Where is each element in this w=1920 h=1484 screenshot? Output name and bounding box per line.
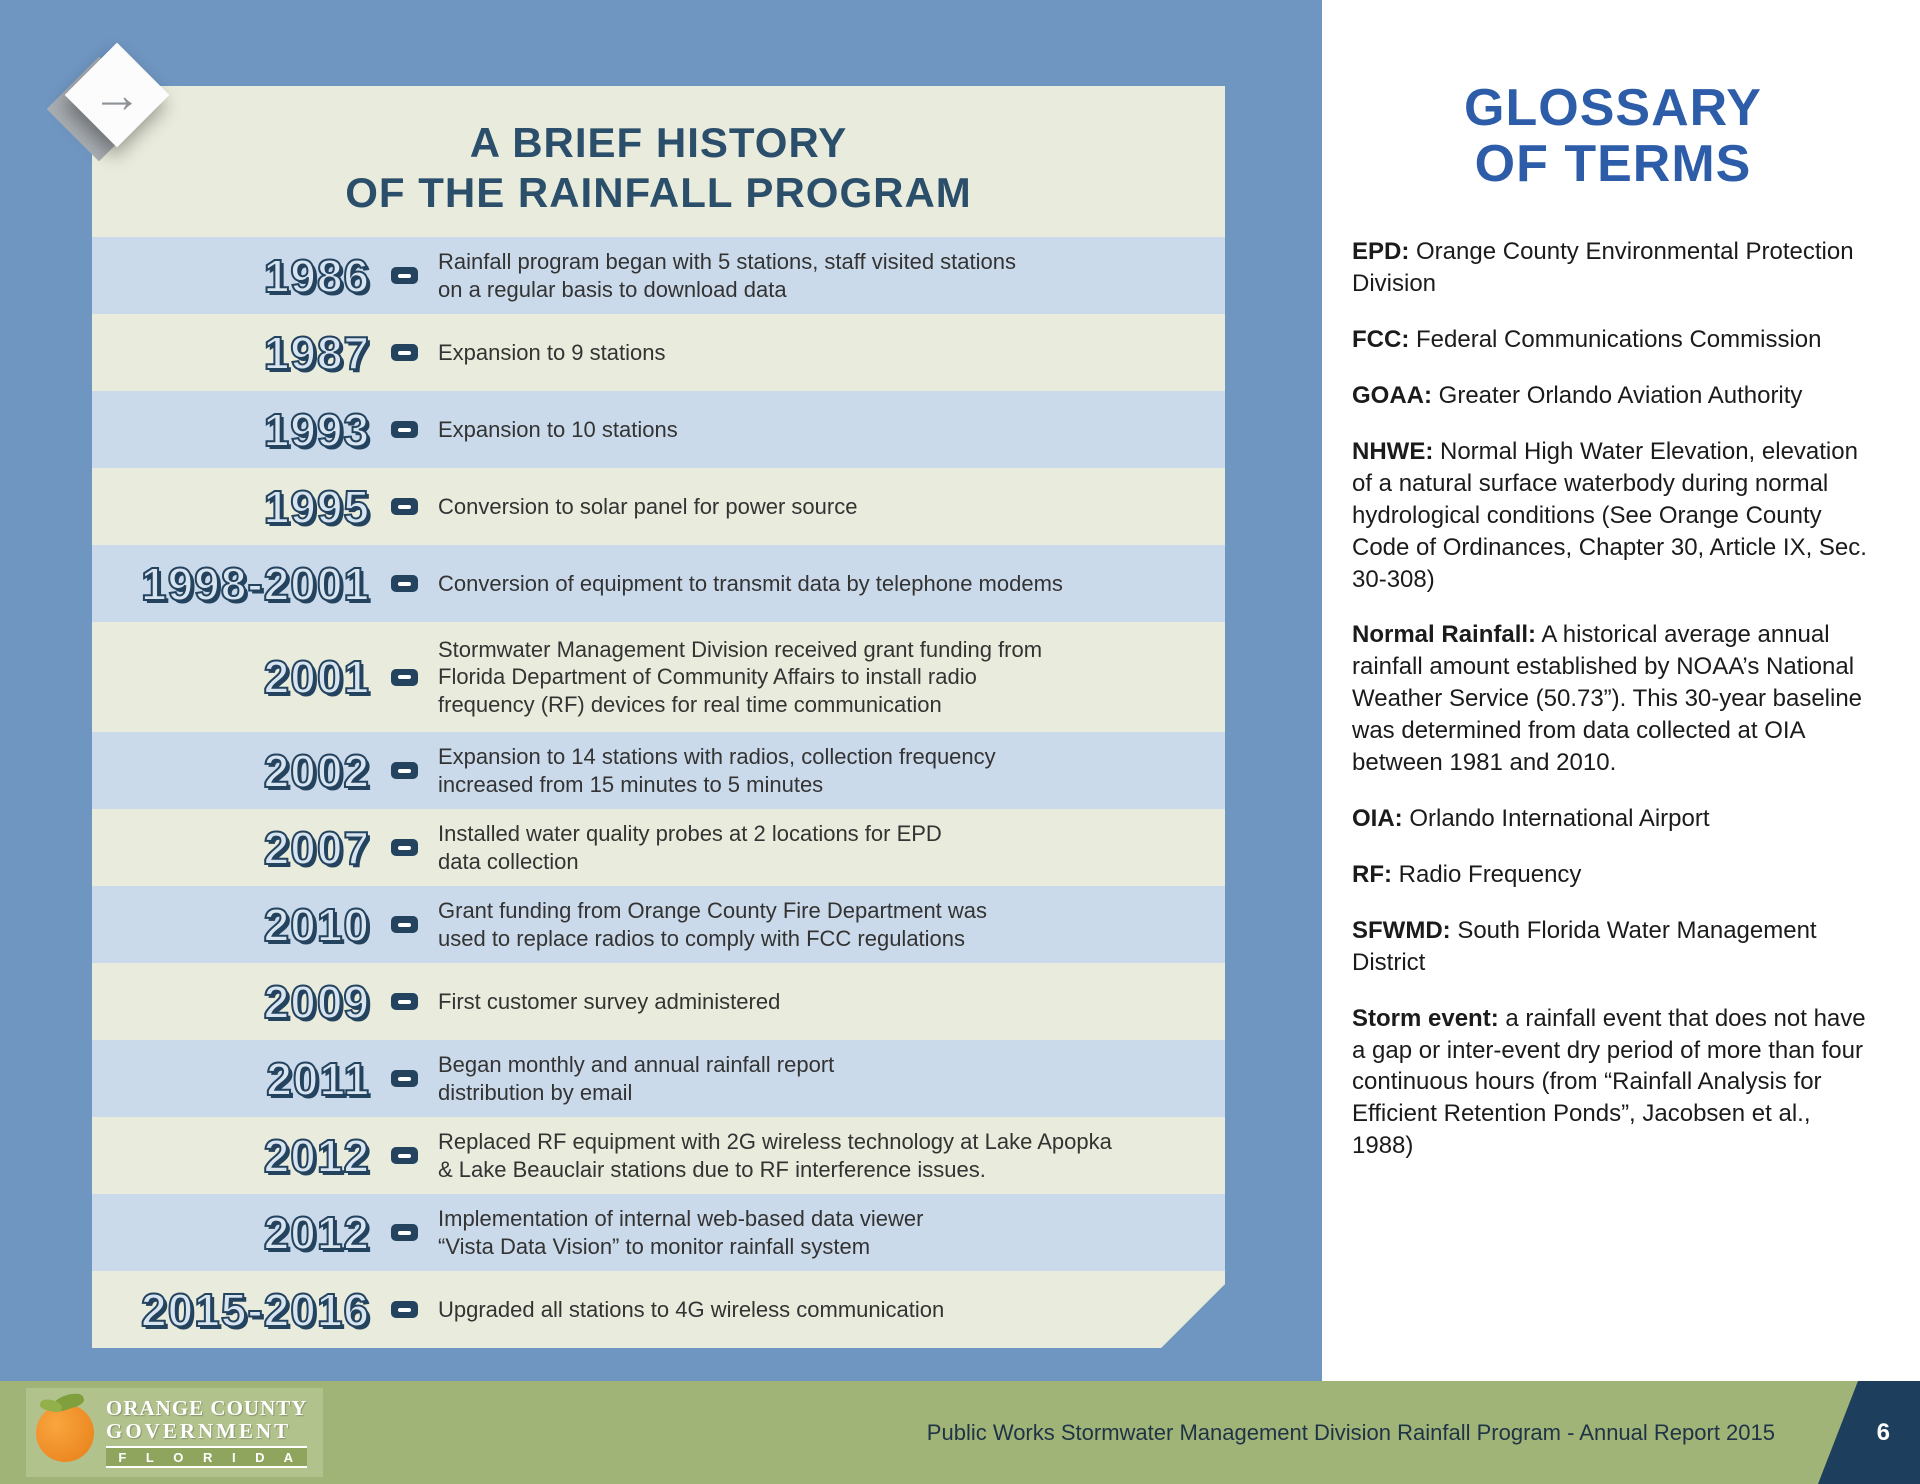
bullet-icon xyxy=(391,1224,418,1241)
bullet-icon xyxy=(391,839,418,856)
bullet-icon xyxy=(391,1147,418,1164)
timeline-year: 1995 xyxy=(263,480,370,533)
bullet-icon xyxy=(391,993,418,1010)
bullet-icon xyxy=(391,762,418,779)
timeline-year: 1993 xyxy=(263,403,370,456)
timeline-text: Expansion to 9 stations xyxy=(438,339,666,365)
glossary-title-line1: GLOSSARY xyxy=(1464,79,1762,137)
footer-bar: ORANGE COUNTY GOVERNMENT F L O R I D A P… xyxy=(0,1381,1920,1484)
timeline-year: 2012 xyxy=(263,1129,370,1182)
timeline-text: First customer survey administered xyxy=(438,988,781,1014)
footer-caption: Public Works Stormwater Management Divis… xyxy=(926,1419,1775,1445)
timeline-text: Conversion to solar panel for power sour… xyxy=(438,493,858,519)
timeline-text: Rainfall program began with 5 stations, … xyxy=(438,249,1017,302)
bullet-icon xyxy=(391,916,418,933)
page-number: 6 xyxy=(1876,1418,1890,1446)
timeline-panel: A BRIEF HISTORY OF THE RAINFALL PROGRAM … xyxy=(92,86,1225,1348)
glossary-term: GOAA: Greater Orlando Aviation Authority xyxy=(1352,382,1803,410)
timeline-row: 2002 Expansion to 14 stations with radio… xyxy=(92,732,1225,809)
timeline-year: 2012 xyxy=(263,1206,370,1259)
timeline-year: 2001 xyxy=(263,651,370,704)
timeline-row: 2007 Installed water quality probes at 2… xyxy=(92,809,1225,886)
bullet-icon xyxy=(391,421,418,438)
glossary-term: NHWE: Normal High Water Elevation, eleva… xyxy=(1352,437,1867,593)
org-logo: ORANGE COUNTY GOVERNMENT F L O R I D A xyxy=(26,1388,324,1477)
glossary-title: GLOSSARY OF TERMS xyxy=(1352,80,1874,192)
bullet-icon xyxy=(391,575,418,592)
timeline-title-line2: OF THE RAINFALL PROGRAM xyxy=(345,168,972,216)
timeline-year: 1986 xyxy=(263,249,370,302)
timeline-text: Replaced RF equipment with 2G wireless t… xyxy=(438,1129,1112,1182)
timeline-year: 2009 xyxy=(263,975,370,1028)
bullet-icon xyxy=(391,1301,418,1318)
timeline-title-line1: A BRIEF HISTORY xyxy=(469,119,848,166)
logo-line2: GOVERNMENT xyxy=(106,1418,292,1443)
timeline-year: 2010 xyxy=(263,898,370,951)
timeline-year: 2002 xyxy=(263,744,370,797)
timeline-row: 2001 Stormwater Management Division rece… xyxy=(92,622,1225,732)
timeline-text: Installed water quality probes at 2 loca… xyxy=(438,821,942,874)
timeline-text: Expansion to 10 stations xyxy=(438,416,678,442)
timeline-text: Began monthly and annual rainfall report… xyxy=(438,1052,835,1105)
glossary-term: OIA: Orlando International Airport xyxy=(1352,805,1710,832)
glossary-term: EPD: Orange County Environmental Protect… xyxy=(1352,238,1854,298)
timeline-row: 1995 Conversion to solar panel for power… xyxy=(92,468,1225,545)
logo-line3: F L O R I D A xyxy=(106,1445,308,1468)
bullet-icon xyxy=(391,1070,418,1087)
glossary-term: RF: Radio Frequency xyxy=(1352,860,1582,888)
bullet-icon xyxy=(391,267,418,284)
bullet-icon xyxy=(391,669,418,686)
timeline-year: 2015-2016 xyxy=(141,1283,370,1336)
glossary-panel: GLOSSARY OF TERMS EPD: Orange County Env… xyxy=(1352,80,1874,1186)
timeline-row: 2009 First customer survey administered xyxy=(92,963,1225,1040)
timeline-row: 2012 Replaced RF equipment with 2G wirel… xyxy=(92,1117,1225,1194)
arrow-right-icon: → xyxy=(92,67,142,123)
timeline-row: 1986 Rainfall program began with 5 stati… xyxy=(92,237,1225,314)
timeline-row: 2010 Grant funding from Orange County Fi… xyxy=(92,886,1225,963)
timeline-text: Conversion of equipment to transmit data… xyxy=(438,570,1063,596)
glossary-term: SFWMD: South Florida Water Management Di… xyxy=(1352,916,1817,976)
timeline-row: 2011 Began monthly and annual rainfall r… xyxy=(92,1040,1225,1117)
timeline-text: Grant funding from Orange County Fire De… xyxy=(438,898,988,951)
timeline-text: Upgraded all stations to 4G wireless com… xyxy=(438,1296,945,1322)
glossary-term: FCC: Federal Communications Commission xyxy=(1352,326,1822,354)
timeline-title: A BRIEF HISTORY OF THE RAINFALL PROGRAM xyxy=(92,86,1225,237)
glossary-term: Normal Rainfall: A historical average an… xyxy=(1352,621,1863,777)
page-corner-shape xyxy=(1818,1381,1920,1484)
glossary-title-line2: OF TERMS xyxy=(1474,135,1752,194)
timeline-text: Stormwater Management Division received … xyxy=(438,636,1043,717)
timeline-row: 1998-2001 Conversion of equipment to tra… xyxy=(92,545,1225,622)
timeline-row: 1987 Expansion to 9 stations xyxy=(92,314,1225,391)
glossary-term: Storm event: a rainfall event that does … xyxy=(1352,1004,1866,1160)
timeline-year: 1987 xyxy=(263,326,370,379)
timeline-text: Expansion to 14 stations with radios, co… xyxy=(438,744,996,797)
logo-line1: ORANGE COUNTY xyxy=(106,1396,308,1421)
arrow-badge: → xyxy=(46,42,186,178)
timeline-year: 1998-2001 xyxy=(141,557,370,610)
timeline-text: Implementation of internal web-based dat… xyxy=(438,1206,924,1259)
bullet-icon xyxy=(391,498,418,515)
timeline-row: 2015-2016 Upgraded all stations to 4G wi… xyxy=(92,1271,1225,1348)
orange-fruit-icon xyxy=(36,1403,94,1462)
timeline-row: 1993 Expansion to 10 stations xyxy=(92,391,1225,468)
timeline-year: 2007 xyxy=(263,821,370,874)
timeline-year: 2011 xyxy=(266,1052,370,1105)
timeline-row: 2012 Implementation of internal web-base… xyxy=(92,1194,1225,1271)
bullet-icon xyxy=(391,344,418,361)
